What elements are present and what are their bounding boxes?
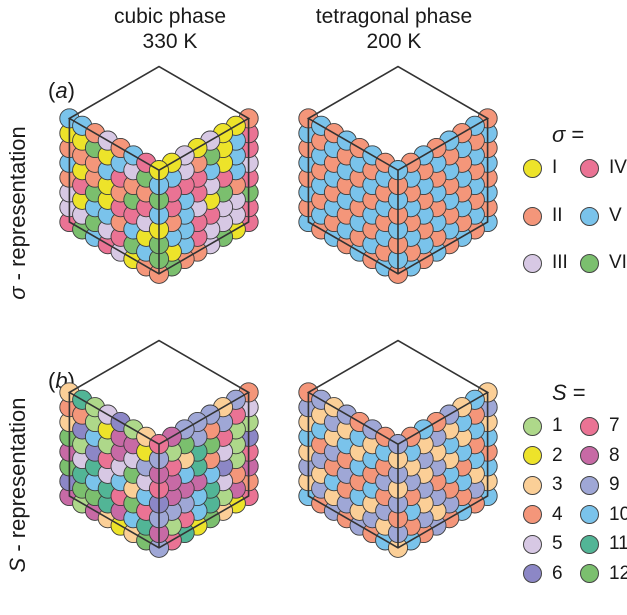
legend-label: 11	[609, 533, 627, 554]
legend-swatch	[580, 475, 599, 495]
legend-swatch	[523, 446, 542, 465]
legend-label: 5	[552, 533, 563, 554]
legend-swatch	[580, 158, 599, 178]
legend-label: 3	[552, 474, 563, 495]
legend-label: 12	[609, 562, 627, 584]
cube-outline	[306, 65, 490, 275]
legend-swatch	[523, 564, 542, 583]
legend-label: 10	[609, 503, 627, 525]
row-label-s: S - representation	[5, 355, 31, 615]
legend-swatch	[580, 253, 599, 273]
s-legend-item-2: 2	[523, 445, 563, 467]
legend-sigma-title: σ =	[552, 122, 585, 147]
row-symbol: σ	[5, 286, 30, 300]
s-legend-item-11: 11	[580, 533, 627, 555]
legend-label: I	[552, 157, 558, 178]
legend-swatch	[523, 416, 542, 436]
legend-label: 6	[552, 562, 563, 584]
column-temperature: 330 K	[142, 30, 198, 53]
legend-label: II	[552, 205, 563, 226]
sigma-legend-item-IV: IV	[580, 157, 627, 179]
sigma-legend-item-III: III	[523, 252, 568, 274]
legend-swatch	[523, 206, 542, 226]
cube-sigma-tetragonal	[298, 65, 498, 284]
s-legend-item-7: 7	[580, 415, 620, 437]
column-temperature: 200 K	[366, 30, 422, 53]
cube-outline	[306, 339, 490, 549]
legend-swatch	[580, 564, 599, 583]
legend-swatch	[523, 158, 542, 178]
s-legend-item-1: 1	[523, 415, 563, 437]
legend-swatch	[580, 416, 599, 436]
column-header-tetragonal: tetragonal phase 200 K	[294, 4, 494, 54]
row-label-text: - representation	[5, 397, 30, 558]
legend-label: 7	[609, 415, 620, 436]
s-legend-item-10: 10	[580, 504, 627, 526]
legend-swatch	[580, 534, 599, 554]
s-legend-item-3: 3	[523, 474, 563, 496]
sphere-lattice	[59, 108, 259, 284]
panel-tag-a: (a)	[48, 78, 75, 103]
legend-label: 1	[552, 415, 563, 436]
legend-swatch	[523, 253, 542, 273]
s-legend-item-12: 12	[580, 563, 627, 585]
s-legend-item-4: 4	[523, 504, 563, 526]
legend-swatch	[580, 446, 599, 465]
legend-s-title: S =	[552, 380, 586, 405]
column-title: cubic phase	[113, 5, 227, 28]
s-legend-item-9: 9	[580, 474, 620, 496]
sigma-legend-item-VI: VI	[580, 252, 627, 274]
legend-label: III	[552, 252, 568, 273]
column-title: tetragonal phase	[315, 5, 473, 28]
legend-swatch	[580, 206, 599, 226]
sigma-legend-item-V: V	[580, 205, 622, 227]
sigma-legend-item-II: II	[523, 205, 563, 227]
cube-s-tetragonal	[298, 339, 498, 558]
panel-letter: a	[55, 78, 68, 103]
column-header-cubic: cubic phase 330 K	[70, 4, 270, 54]
cube-outline	[67, 339, 251, 549]
row-label-sigma: σ - representation	[5, 83, 31, 343]
sphere-lattice	[59, 382, 259, 558]
sphere-lattice	[298, 108, 498, 284]
cube-s-cubic	[59, 339, 259, 558]
legend-swatch	[580, 505, 599, 524]
s-legend-item-6: 6	[523, 563, 563, 585]
cube-sigma-cubic	[59, 65, 259, 284]
legend-label: 9	[609, 474, 620, 495]
row-symbol: S	[5, 557, 30, 573]
legend-swatch	[523, 475, 542, 495]
row-label-text: - representation	[5, 126, 30, 287]
s-legend-item-8: 8	[580, 445, 620, 467]
legend-label: IV	[609, 157, 627, 178]
legend-label: 2	[552, 444, 563, 466]
legend-swatch	[523, 505, 542, 524]
legend-swatch	[523, 534, 542, 554]
legend-label: V	[609, 205, 622, 226]
legend-label: VI	[609, 252, 627, 273]
s-legend-item-5: 5	[523, 533, 563, 555]
legend-label: 8	[609, 444, 620, 466]
sigma-legend-item-I: I	[523, 157, 557, 179]
cube-outline	[67, 65, 251, 275]
legend-label: 4	[552, 503, 563, 525]
